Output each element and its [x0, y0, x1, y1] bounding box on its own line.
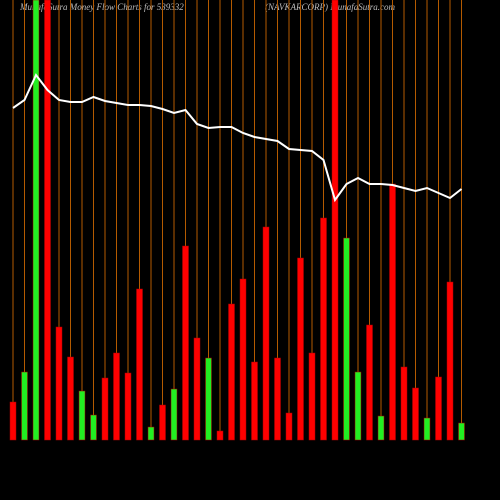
bar [343, 237, 350, 441]
bar [90, 414, 97, 441]
bar [285, 412, 293, 441]
chart-subtitle: (NAVKARCORP) MunafaSutra.com [265, 2, 396, 12]
bar [331, 0, 339, 441]
bar [262, 226, 270, 441]
bar [216, 430, 224, 441]
bar [32, 0, 40, 441]
bar [182, 245, 189, 441]
bar [9, 401, 17, 441]
bar [423, 417, 431, 441]
bar [78, 390, 86, 441]
bar [320, 217, 327, 441]
bar [377, 415, 385, 441]
bar [147, 426, 155, 441]
bar [389, 183, 396, 441]
bar [274, 357, 281, 441]
bar [297, 257, 304, 441]
bar [435, 376, 442, 441]
bar [136, 288, 143, 441]
bar [251, 361, 258, 441]
bar [366, 324, 373, 441]
bar [446, 281, 454, 441]
chart-title: MunafaSutra Money Flow Charts for 539332 [19, 2, 184, 12]
bar [354, 371, 362, 441]
bar [113, 352, 120, 441]
bar [170, 388, 178, 441]
bar [101, 377, 109, 441]
bar [44, 0, 51, 441]
bar [124, 372, 132, 441]
bar [458, 422, 465, 441]
line [12, 73, 463, 203]
bar [21, 371, 28, 441]
bar [228, 303, 235, 441]
bar [193, 337, 201, 441]
bar [308, 352, 316, 441]
bar [159, 404, 166, 441]
bar [55, 326, 63, 441]
bar [67, 356, 74, 441]
bar [239, 278, 247, 441]
bar [400, 366, 408, 441]
bar [205, 357, 212, 441]
bar [412, 387, 419, 441]
